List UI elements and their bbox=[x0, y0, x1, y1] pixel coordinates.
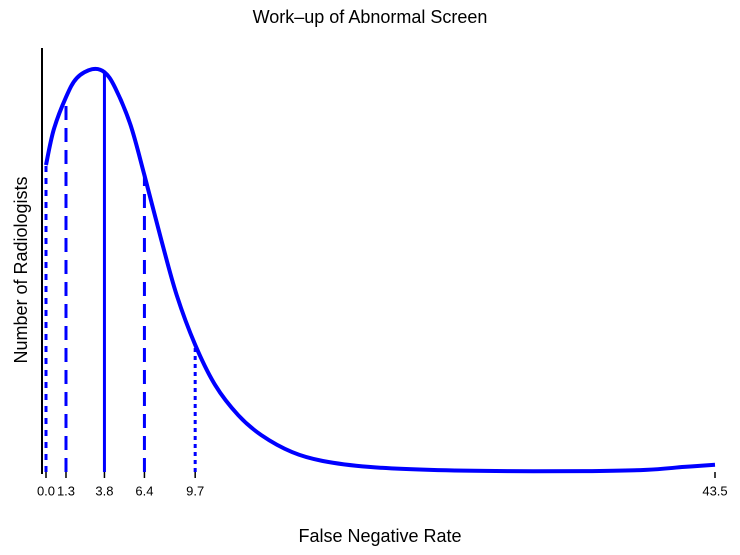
x-tick-label: 43.5 bbox=[702, 483, 727, 498]
x-tick-label: 9.7 bbox=[186, 483, 204, 498]
chart-title: Work–up of Abnormal Screen bbox=[253, 7, 488, 27]
x-axis-label: False Negative Rate bbox=[298, 526, 461, 546]
x-tick-label: 0.0 bbox=[37, 483, 55, 498]
density-curve bbox=[44, 66, 716, 474]
x-tick-label: 1.3 bbox=[57, 483, 75, 498]
y-axis-label: Number of Radiologists bbox=[11, 176, 31, 363]
x-tick-label: 3.8 bbox=[95, 483, 113, 498]
x-tick-label: 6.4 bbox=[135, 483, 153, 498]
